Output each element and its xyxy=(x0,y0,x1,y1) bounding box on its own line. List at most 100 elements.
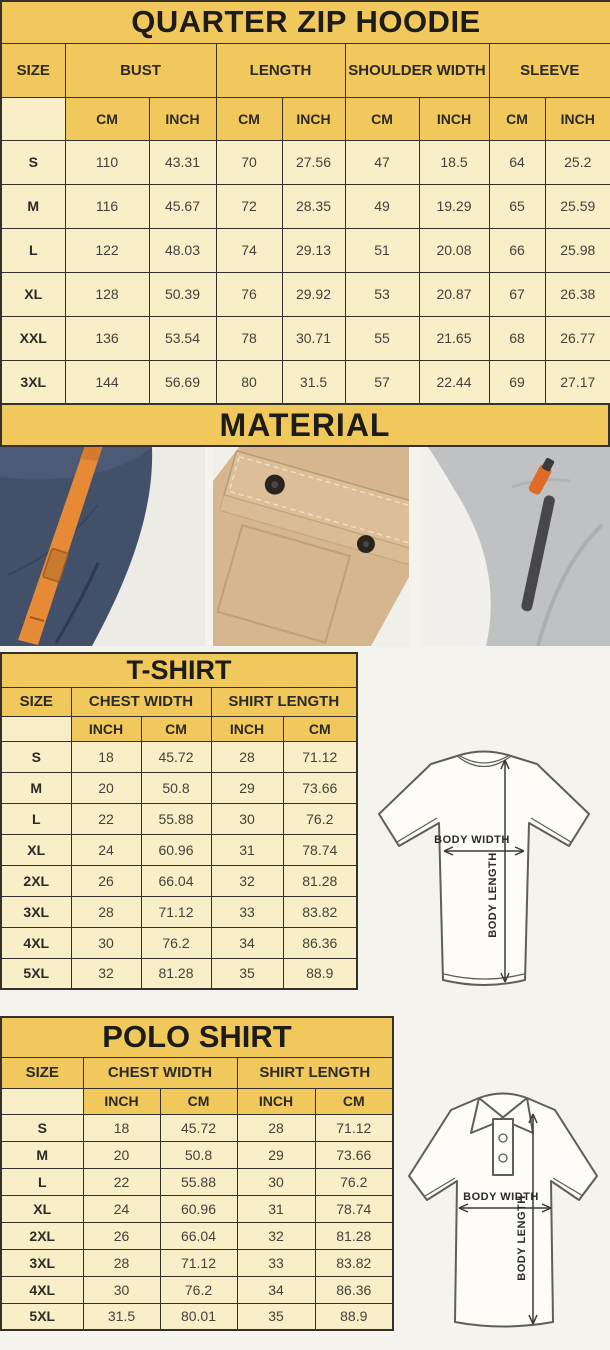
value-cell: 70 xyxy=(215,139,283,185)
tshirt-section: T-SHIRT SIZE CHEST WIDTH SHIRT LENGTH IN… xyxy=(0,652,610,1002)
polo-body-width-label: BODY WIDTH xyxy=(463,1191,539,1203)
hoodie-size-table: QUARTER ZIP HOODIE SIZE BUST LENGTH SHOU… xyxy=(0,0,610,405)
value-cell: 35 xyxy=(210,957,284,990)
value-cell: 53 xyxy=(344,271,420,317)
value-cell: 28 xyxy=(210,740,284,773)
value-cell: 128 xyxy=(64,271,150,317)
value-cell: 31 xyxy=(236,1194,316,1223)
value-cell: 86.36 xyxy=(314,1275,394,1304)
table-row: 3XL 28 71.12 33 83.82 xyxy=(0,1248,394,1277)
table-row: 5XL 32 81.28 35 88.9 xyxy=(0,957,358,990)
gray-fabric-photo-art xyxy=(420,447,610,646)
value-cell: 66.04 xyxy=(159,1221,238,1250)
value-cell: 26 xyxy=(70,864,142,897)
tshirt-size-table: T-SHIRT SIZE CHEST WIDTH SHIRT LENGTH IN… xyxy=(0,652,359,990)
value-cell: 51 xyxy=(344,227,420,273)
value-cell: 18.5 xyxy=(418,139,490,185)
material-photo-khaki-pocket xyxy=(213,447,409,646)
value-cell: 27.56 xyxy=(281,139,346,185)
value-cell: 80.01 xyxy=(159,1302,238,1331)
col-header-chest-width: CHEST WIDTH xyxy=(82,1056,238,1089)
polo-unit-row: INCH CM INCH CM xyxy=(0,1087,394,1115)
value-cell: 55 xyxy=(344,315,420,361)
size-cell: M xyxy=(0,183,66,229)
table-row: 4XL 30 76.2 34 86.36 xyxy=(0,1275,394,1304)
value-cell: 88.9 xyxy=(314,1302,394,1331)
value-cell: 122 xyxy=(64,227,150,273)
value-cell: 78.74 xyxy=(282,833,358,866)
value-cell: 22 xyxy=(82,1167,161,1196)
polo-size-table: POLO SHIRT SIZE CHEST WIDTH SHIRT LENGTH… xyxy=(0,1016,395,1331)
value-cell: 144 xyxy=(64,359,150,405)
size-cell: S xyxy=(0,1113,84,1142)
size-cell: 2XL xyxy=(0,1221,84,1250)
value-cell: 50.8 xyxy=(140,771,212,804)
value-cell: 116 xyxy=(64,183,150,229)
table-row: L 22 55.88 30 76.2 xyxy=(0,1167,394,1196)
size-cell: 3XL xyxy=(0,359,66,405)
value-cell: 25.2 xyxy=(544,139,610,185)
value-cell: 81.28 xyxy=(140,957,212,990)
value-cell: 71.12 xyxy=(314,1113,394,1142)
value-cell: 64 xyxy=(488,139,546,185)
value-cell: 83.82 xyxy=(314,1248,394,1277)
value-cell: 34 xyxy=(210,926,284,959)
tshirt-title: T-SHIRT xyxy=(0,652,358,688)
table-row: 4XL 30 76.2 34 86.36 xyxy=(0,926,358,959)
size-cell: 3XL xyxy=(0,1248,84,1277)
value-cell: 56.69 xyxy=(148,359,217,405)
unit-header: CM xyxy=(344,96,420,141)
value-cell: 78.74 xyxy=(314,1194,394,1223)
size-cell: 5XL xyxy=(0,1302,84,1331)
value-cell: 71.12 xyxy=(140,895,212,928)
value-cell: 30 xyxy=(70,926,142,959)
value-cell: 67 xyxy=(488,271,546,317)
value-cell: 72 xyxy=(215,183,283,229)
size-cell: XL xyxy=(0,1194,84,1223)
tshirt-outline-drawing: BODY WIDTH BODY LENGTH xyxy=(378,750,591,986)
unit-header: INCH xyxy=(236,1087,316,1115)
unit-header: CM xyxy=(282,715,358,742)
unit-header: CM xyxy=(215,96,283,141)
value-cell: 30 xyxy=(210,802,284,835)
value-cell: 43.31 xyxy=(148,139,217,185)
table-row: S 18 45.72 28 71.12 xyxy=(0,740,358,773)
value-cell: 76.2 xyxy=(140,926,212,959)
hoodie-title: QUARTER ZIP HOODIE xyxy=(0,0,610,44)
value-cell: 68 xyxy=(488,315,546,361)
value-cell: 55.88 xyxy=(140,802,212,835)
size-cell: XL xyxy=(0,833,72,866)
value-cell: 20 xyxy=(82,1140,161,1169)
value-cell: 24 xyxy=(82,1194,161,1223)
size-cell: 4XL xyxy=(0,926,72,959)
col-header-size: SIZE xyxy=(0,686,72,717)
col-header-shirt-length: SHIRT LENGTH xyxy=(236,1056,394,1089)
value-cell: 31.5 xyxy=(281,359,346,405)
value-cell: 30.71 xyxy=(281,315,346,361)
value-cell: 69 xyxy=(488,359,546,405)
value-cell: 76 xyxy=(215,271,283,317)
value-cell: 32 xyxy=(210,864,284,897)
value-cell: 81.28 xyxy=(314,1221,394,1250)
size-cell: 4XL xyxy=(0,1275,84,1304)
value-cell: 88.9 xyxy=(282,957,358,990)
value-cell: 136 xyxy=(64,315,150,361)
value-cell: 28 xyxy=(70,895,142,928)
value-cell: 48.03 xyxy=(148,227,217,273)
unit-header: CM xyxy=(488,96,546,141)
col-header-chest-width: CHEST WIDTH xyxy=(70,686,212,717)
table-row: L 22 55.88 30 76.2 xyxy=(0,802,358,835)
value-cell: 76.2 xyxy=(159,1275,238,1304)
value-cell: 78 xyxy=(215,315,283,361)
value-cell: 26 xyxy=(82,1221,161,1250)
value-cell: 49 xyxy=(344,183,420,229)
table-row: S 18 45.72 28 71.12 xyxy=(0,1113,394,1142)
value-cell: 27.17 xyxy=(544,359,610,405)
photo-gap xyxy=(205,447,213,646)
value-cell: 86.36 xyxy=(282,926,358,959)
polo-section: POLO SHIRT SIZE CHEST WIDTH SHIRT LENGTH… xyxy=(0,1016,610,1338)
value-cell: 30 xyxy=(82,1275,161,1304)
value-cell: 33 xyxy=(210,895,284,928)
tshirt-table-body: S 18 45.72 28 71.12 M 20 50.8 29 73.66 L 22 55.88 30 7… xyxy=(0,740,358,990)
value-cell: 55.88 xyxy=(159,1167,238,1196)
